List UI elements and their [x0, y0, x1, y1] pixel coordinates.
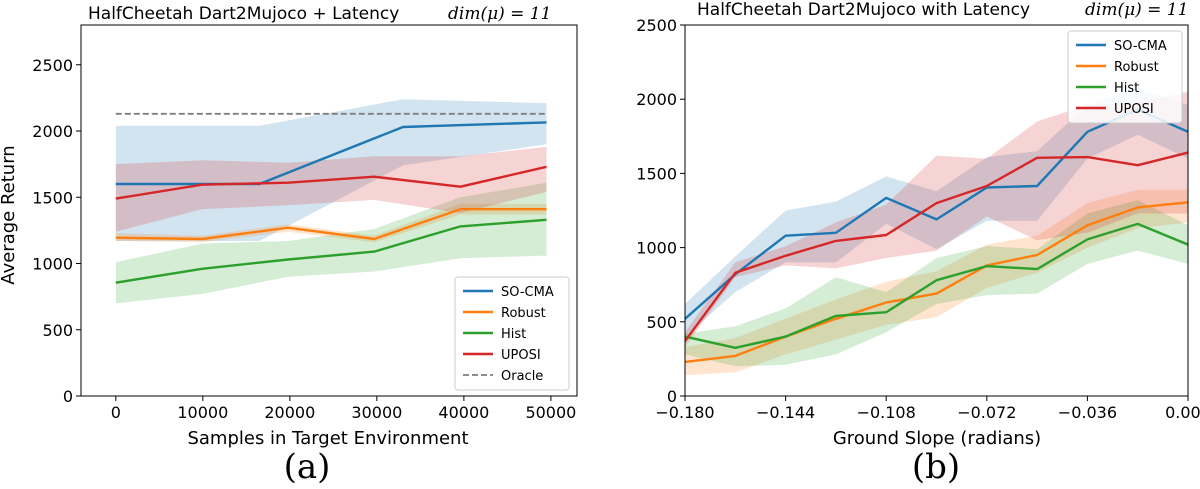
chart-a-plot-area: [115, 99, 547, 304]
chart-a-legend: SO-CMA Robust Hist UPOSI Oracle: [454, 276, 570, 391]
chart-a-series-hist: [115, 218, 547, 284]
chart-a-y-tick-label: 2500: [32, 56, 73, 75]
chart-a-legend-label-robust: Robust: [501, 306, 546, 321]
chart-a-band-hist: [115, 182, 547, 304]
chart-a-legend-label-uposi: UPOSI: [501, 348, 541, 363]
chart-b-x-tick-label: −0.180: [655, 403, 714, 422]
chart-a-panel-label: (a): [284, 447, 331, 487]
chart-a-y-tick-label: 2000: [32, 122, 73, 141]
chart-b-frame: [684, 24, 1189, 397]
chart-a-title-math: dim(μ) = 11: [448, 4, 551, 24]
chart-a-y-tick-label: 0: [63, 387, 73, 406]
chart-b-x-tick-label: 0.000: [1165, 403, 1200, 422]
chart-b-legend-label-uposi: UPOSI: [1114, 102, 1154, 117]
chart-b-x-axis-label: Ground Slope (radians): [833, 428, 1041, 449]
chart-b-title-math: dim(μ) = 11: [1085, 0, 1188, 20]
chart-a-x-tick-label: 20000: [264, 403, 315, 422]
chart-b-legend-label-hist: Hist: [1114, 81, 1139, 96]
chart-b-y-tick-label: 2500: [636, 16, 677, 35]
chart-b-x-tick-label: −0.144: [756, 403, 815, 422]
chart-a-x-axis-label: Samples in Target Environment: [187, 428, 468, 449]
chart-b-band-hist: [685, 200, 1188, 367]
chart-b-x-tick-label: −0.036: [1058, 403, 1117, 422]
chart-b-series-robust: [685, 201, 1188, 364]
chart-a-frame: [80, 24, 578, 397]
chart-b-band-so-cma: [685, 87, 1188, 337]
chart-a-x-tick-label: 0: [111, 403, 121, 422]
chart-b-x-tick-label: −0.072: [957, 403, 1016, 422]
chart-a: HalfCheetah Dart2Mujoco + Latency dim(μ)…: [0, 4, 578, 487]
chart-b-series-so-cma: [685, 108, 1188, 320]
chart-a-legend-label-oracle: Oracle: [501, 369, 543, 384]
chart-a-legend-box: [454, 276, 570, 391]
chart-b-y-tick-label: 1000: [636, 239, 677, 258]
chart-b-legend: SO-CMA Robust Hist UPOSI: [1067, 30, 1183, 124]
chart-a-series-so-cma: [115, 121, 547, 186]
chart-b-series-uposi: [685, 151, 1188, 342]
chart-a-legend-label-hist: Hist: [501, 327, 526, 342]
chart-a-x-tick-label: 40000: [438, 403, 489, 422]
chart-b-x-tick-label: −0.108: [857, 403, 916, 422]
chart-b-panel-label: (b): [912, 447, 960, 487]
chart-b: HalfCheetah Dart2Mujoco with Latency dim…: [636, 0, 1200, 487]
chart-b-series-hist: [685, 222, 1188, 349]
chart-a-x-tick-label: 50000: [525, 403, 576, 422]
chart-a-title: HalfCheetah Dart2Mujoco + Latency: [88, 4, 399, 24]
chart-b-legend-box: [1067, 30, 1183, 124]
chart-a-y-tick-label: 500: [42, 321, 73, 340]
chart-b-legend-label-robust: Robust: [1114, 60, 1159, 75]
chart-b-legend-label-so-cma: SO-CMA: [1114, 39, 1167, 54]
chart-a-band-uposi: [115, 146, 547, 232]
chart-a-y-axis-label: Average Return: [0, 145, 19, 284]
chart-a-band-robust: [115, 203, 547, 243]
chart-a-x-tick-label: 30000: [351, 403, 402, 422]
chart-b-plot-area: [685, 87, 1188, 376]
chart-a-x-tick-label: 10000: [177, 403, 228, 422]
chart-b-y-tick-label: 0: [667, 387, 677, 406]
chart-a-series-robust: [115, 207, 547, 241]
chart-b-y-tick-label: 2000: [636, 90, 677, 109]
chart-a-series-uposi: [115, 165, 547, 200]
chart-b-y-tick-label: 500: [646, 313, 677, 332]
chart-b-y-tick-label: 1500: [636, 164, 677, 183]
chart-b-title: HalfCheetah Dart2Mujoco with Latency: [697, 0, 1030, 20]
chart-a-y-tick-label: 1500: [32, 188, 73, 207]
chart-a-band-so-cma: [115, 99, 547, 241]
chart-a-legend-label-so-cma: SO-CMA: [501, 285, 554, 300]
chart-a-y-tick-label: 1000: [32, 255, 73, 274]
